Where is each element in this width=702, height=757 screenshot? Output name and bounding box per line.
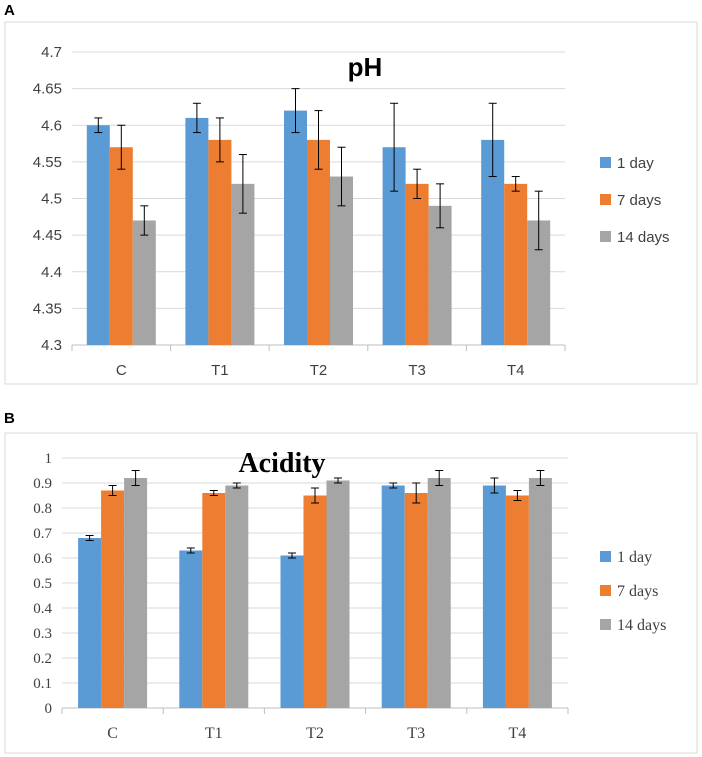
bar-t3-14-days <box>427 478 451 708</box>
y-tick-label: 4.5 <box>41 191 62 208</box>
bar-t4-7-days <box>505 495 529 708</box>
bar-t4-1-day <box>481 139 505 345</box>
legend-label: 14 days <box>617 617 666 634</box>
y-tick-label: 0.3 <box>33 626 52 642</box>
y-tick-label: 4.45 <box>33 227 62 244</box>
panel-label-a: A <box>4 2 15 19</box>
legend-swatch <box>600 619 611 630</box>
y-tick-label: 4.4 <box>41 264 62 281</box>
bar-t1-7-days <box>208 139 232 345</box>
bar-t3-14-days <box>428 205 452 345</box>
bar-c-1-day <box>78 538 102 708</box>
bar-t2-14-days <box>326 480 350 708</box>
bar-c-7-days <box>109 147 133 345</box>
y-tick-label: 0.5 <box>33 576 52 592</box>
y-tick-label: 1 <box>45 451 53 467</box>
bar-t3-1-day <box>382 147 406 345</box>
bar-t1-1-day <box>179 550 203 708</box>
y-tick-label: 4.3 <box>41 337 62 354</box>
legend-label: 14 days <box>617 229 670 246</box>
legend-label: 1 day <box>617 155 654 172</box>
y-tick-label: 4.7 <box>41 44 62 61</box>
y-tick-label: 0 <box>45 701 53 717</box>
y-tick-label: 0.4 <box>33 601 52 617</box>
bar-c-14-days <box>132 220 156 345</box>
legend-swatch <box>600 194 611 205</box>
x-tick-label: T3 <box>407 725 425 742</box>
y-tick-label: 4.35 <box>33 300 62 317</box>
bar-t4-1-day <box>482 485 506 708</box>
chart-ph: 4.3 4.35 4.4 4.45 4.5 4.55 4.6 4.65 4.7 C T1 T2 T3 T4… <box>4 21 698 385</box>
chart-title: Acidity <box>238 448 325 479</box>
bar-t2-7-days <box>303 495 327 708</box>
bar-t2-1-day <box>284 110 307 345</box>
bar-t1-14-days <box>225 485 249 708</box>
bar-t4-14-days <box>527 220 551 345</box>
x-tick-label: T4 <box>507 362 525 379</box>
bar-t3-7-days <box>405 183 429 345</box>
y-tick-label: 0.9 <box>33 476 52 492</box>
legend-swatch <box>600 585 611 596</box>
y-tick-label: 0.8 <box>33 501 52 517</box>
bar-t3-7-days <box>404 493 428 708</box>
legend-label: 7 days <box>617 192 661 209</box>
bar-c-1-day <box>86 125 110 345</box>
x-tick-label: T3 <box>408 362 426 379</box>
y-tick-label: 4.65 <box>33 81 62 98</box>
x-tick-label: T2 <box>310 362 328 379</box>
x-tick-label: C <box>107 725 118 742</box>
bar-t2-7-days <box>307 139 330 345</box>
x-tick-label: T1 <box>211 362 229 379</box>
y-tick-label: 0.7 <box>33 526 52 542</box>
bar-t2-14-days <box>330 176 353 345</box>
bar-t2-1-day <box>280 555 304 708</box>
legend-swatch <box>600 551 611 562</box>
bar-t4-14-days <box>528 478 552 708</box>
y-tick-label: 4.55 <box>33 154 62 171</box>
chart-acidity: 0 0.1 0.2 0.3 0.4 0.5 0.6 0.7 0.8 0.9 1 C T1 T2 T3 T4 Ac… <box>4 432 698 754</box>
legend-swatch <box>600 231 611 242</box>
chart-title: pH <box>348 52 383 82</box>
legend-swatch <box>600 157 611 168</box>
legend-label: 1 day <box>617 549 652 566</box>
bar-c-7-days <box>101 490 125 708</box>
y-tick-label: 0.2 <box>33 651 52 667</box>
legend-label: 7 days <box>617 583 658 600</box>
bar-t1-14-days <box>231 183 255 345</box>
bar-c-14-days <box>124 478 148 708</box>
bar-t1-1-day <box>185 117 209 345</box>
x-tick-label: T4 <box>509 725 527 742</box>
bar-t4-7-days <box>504 183 528 345</box>
bar-t3-1-day <box>381 485 405 708</box>
y-tick-label: 4.6 <box>41 117 62 134</box>
y-tick-label: 0.1 <box>33 676 52 692</box>
x-tick-label: T1 <box>205 725 223 742</box>
x-tick-label: T2 <box>306 725 324 742</box>
bar-t1-7-days <box>202 493 226 708</box>
y-tick-label: 0.6 <box>33 551 52 567</box>
x-tick-label: C <box>116 362 127 379</box>
panel-label-b: B <box>4 410 15 427</box>
